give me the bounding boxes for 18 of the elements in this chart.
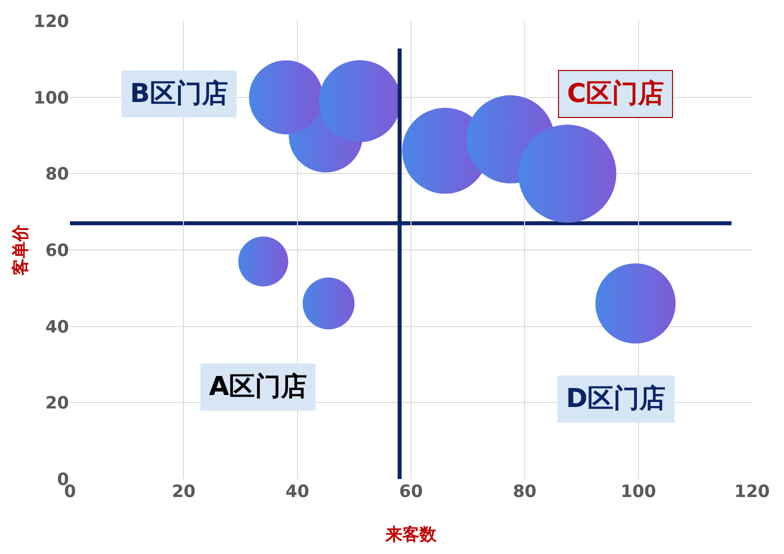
y-tick-label: 60 [45,240,70,261]
y-tick-label: 100 [34,88,70,108]
y-tick-label: 40 [45,317,70,338]
y-tick-label: 20 [45,394,70,414]
x-tick-label: 60 [399,482,423,502]
annotation: A区门店 [209,372,308,402]
y-tick-label: 80 [45,164,70,185]
y-axis-title: 客单价 [11,224,31,276]
x-tick-label: 20 [172,482,196,502]
y-tick-label: 120 [34,12,70,32]
x-tick-label: 40 [285,482,310,502]
annotation: D区门店 [566,384,666,414]
x-tick-label: 120 [734,482,770,502]
x-tick-label: 80 [512,482,537,502]
annotation: B区门店 [130,79,228,109]
annotation: C区门店 [567,79,664,109]
x-axis-title: 来客数 [384,525,438,545]
x-tick-label: 100 [620,482,656,502]
